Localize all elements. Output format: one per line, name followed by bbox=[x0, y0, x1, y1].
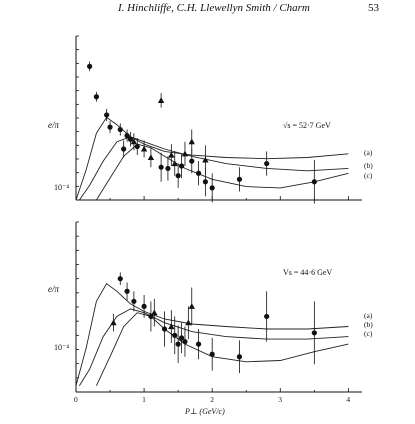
energy-annotation: Vs = 44·6 GeV bbox=[283, 268, 332, 277]
data-point-circle bbox=[93, 94, 100, 100]
data-point-circle bbox=[117, 126, 123, 133]
data-point-triangle bbox=[130, 138, 138, 145]
x-tick-label: 2 bbox=[210, 395, 214, 404]
curve-label-b: (b) bbox=[364, 161, 373, 170]
data-point-circle bbox=[121, 146, 127, 152]
data-point-circle bbox=[209, 185, 215, 191]
data-point-circle bbox=[127, 136, 134, 142]
data-point-circle bbox=[178, 163, 185, 169]
curve-label-c: (c) bbox=[364, 171, 373, 180]
chart-panel-top: e/π 10⁻⁴ √s = 52·7 GeV (a) (b)(c) bbox=[48, 35, 373, 204]
data-point-triangle bbox=[188, 138, 195, 145]
data-point-circle bbox=[87, 63, 93, 69]
data-point-circle bbox=[236, 354, 243, 360]
data-point-triangle bbox=[188, 303, 195, 309]
data-point-circle bbox=[311, 179, 317, 185]
data-point-triangle bbox=[147, 154, 155, 161]
running-head-title: I. Hinchliffe, C.H. Llewellyn Smith / Ch… bbox=[118, 2, 310, 14]
x-tick-label: 4 bbox=[346, 395, 350, 404]
data-point-circle bbox=[202, 179, 208, 185]
theory-curve-b bbox=[79, 308, 349, 386]
data-point-circle bbox=[311, 330, 317, 336]
x-tick-label: 1 bbox=[142, 395, 146, 404]
y-axis-label: e/π bbox=[48, 284, 59, 294]
data-point-circle bbox=[104, 112, 110, 118]
data-point-triangle bbox=[140, 145, 148, 152]
data-point-circle bbox=[175, 341, 181, 347]
y-axis-label: e/π bbox=[48, 120, 59, 130]
page-number: 53 bbox=[368, 2, 379, 14]
data-point-triangle bbox=[171, 160, 178, 167]
data-point-triangle bbox=[110, 319, 117, 326]
data-point-circle bbox=[165, 165, 171, 172]
data-point-circle bbox=[117, 276, 123, 282]
data-point-triangle bbox=[202, 156, 209, 163]
data-point-circle bbox=[195, 341, 202, 347]
x-tick-label: 3 bbox=[278, 395, 282, 404]
data-point-circle bbox=[264, 313, 270, 320]
data-point-triangle bbox=[168, 151, 175, 158]
data-point-circle bbox=[182, 339, 188, 345]
data-point-circle bbox=[141, 303, 147, 309]
data-point-circle bbox=[236, 176, 243, 182]
data-point-circle bbox=[134, 143, 140, 150]
data-point-circle bbox=[158, 164, 164, 170]
x-tick-label: 0 bbox=[74, 395, 78, 404]
data-point-circle bbox=[189, 158, 195, 164]
chart-panel-bottom: e/π 10⁻⁴ Vs = 44·6 GeV (a)(b)(c) 0 1 2 3 4 P⊥ (Ge… bbox=[48, 221, 373, 416]
curve-label-c: (c) bbox=[364, 329, 373, 338]
page-header: I. Hinchliffe, C.H. Llewellyn Smith / Ch… bbox=[0, 2, 415, 18]
theory-curve-c bbox=[96, 143, 349, 201]
x-axis-label: P⊥ (GeV/c) bbox=[184, 407, 225, 416]
data-point-triangle bbox=[157, 97, 165, 103]
data-point-circle bbox=[124, 288, 130, 294]
data-point-triangle bbox=[151, 309, 158, 316]
data-point-circle bbox=[178, 335, 185, 341]
data-point-triangle bbox=[181, 150, 189, 157]
data-point-circle bbox=[124, 133, 130, 139]
data-point-circle bbox=[131, 298, 137, 304]
data-point-circle bbox=[175, 173, 181, 179]
energy-annotation: √s = 52·7 GeV bbox=[283, 121, 331, 130]
data-point-triangle bbox=[185, 319, 192, 326]
curve-label-a: (a) bbox=[364, 148, 373, 157]
data-point-triangle bbox=[168, 323, 175, 330]
data-point-circle bbox=[172, 332, 178, 338]
data-point-circle bbox=[264, 160, 270, 167]
data-point-circle bbox=[209, 351, 215, 357]
y-tick-label: 10⁻⁴ bbox=[54, 183, 69, 192]
data-point-circle bbox=[195, 170, 202, 176]
data-point-circle bbox=[107, 124, 113, 130]
curve-label-b: (b) bbox=[364, 320, 373, 329]
theory-curve-c bbox=[95, 312, 349, 386]
data-point-circle bbox=[161, 326, 168, 332]
y-tick-label: 10⁻⁴ bbox=[54, 343, 69, 352]
curve-label-a: (a) bbox=[364, 311, 373, 320]
theory-curve-b bbox=[79, 136, 349, 201]
